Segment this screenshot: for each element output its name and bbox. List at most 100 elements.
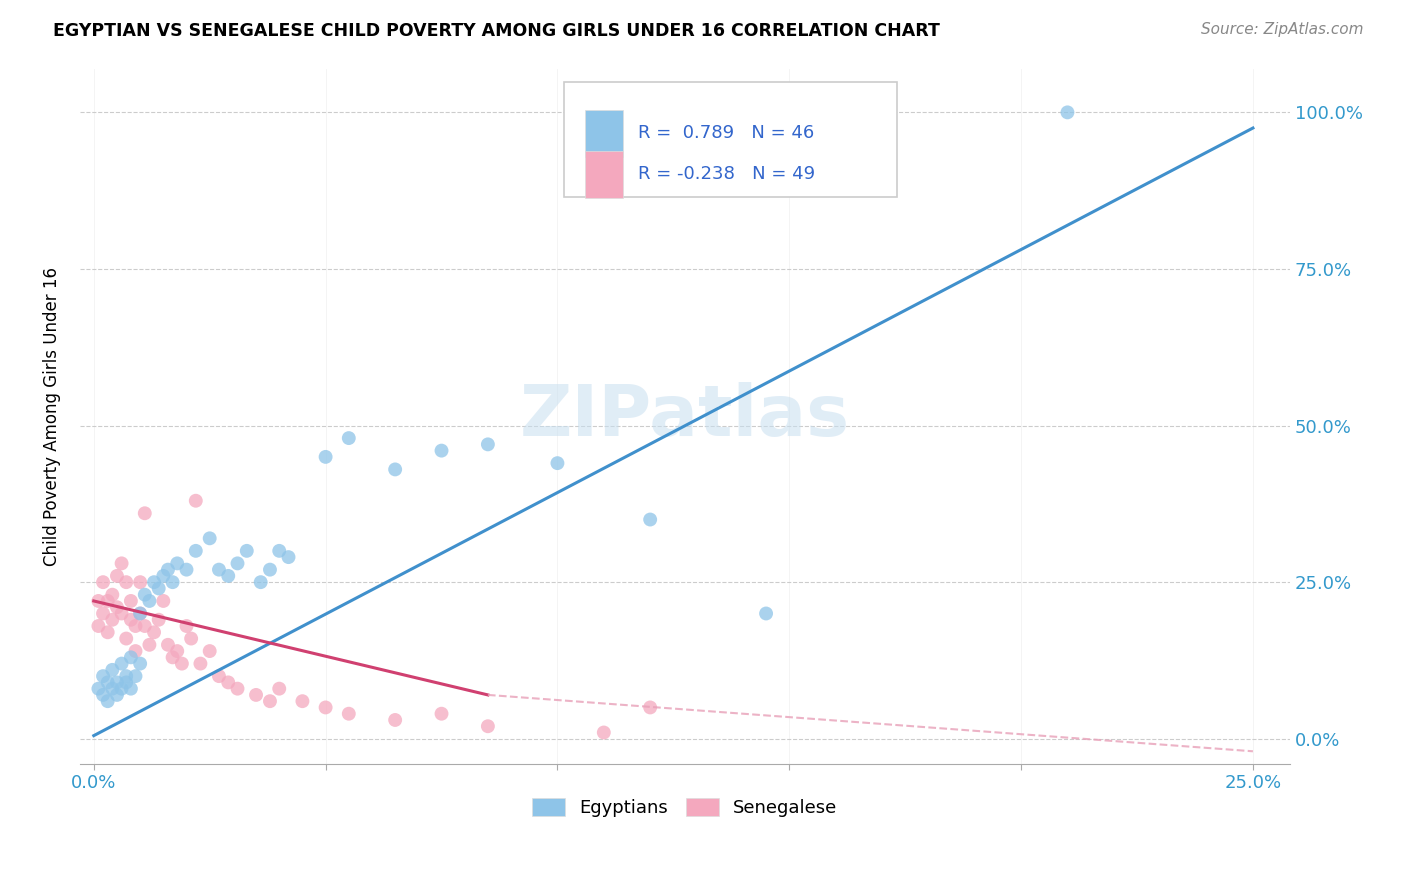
Point	[337, 431, 360, 445]
Point	[384, 462, 406, 476]
Point	[152, 569, 174, 583]
Point	[105, 569, 128, 583]
Point	[236, 544, 259, 558]
Point	[162, 650, 184, 665]
Point	[110, 657, 132, 671]
Point	[101, 588, 124, 602]
Point	[546, 456, 568, 470]
Point	[148, 613, 170, 627]
Point	[115, 632, 138, 646]
Point	[226, 681, 249, 696]
Point	[190, 657, 212, 671]
Point	[315, 700, 337, 714]
Point	[638, 700, 661, 714]
Point	[120, 681, 142, 696]
Point	[430, 443, 453, 458]
Point	[259, 563, 281, 577]
Text: EGYPTIAN VS SENEGALESE CHILD POVERTY AMONG GIRLS UNDER 16 CORRELATION CHART: EGYPTIAN VS SENEGALESE CHILD POVERTY AMO…	[53, 22, 941, 40]
Point	[166, 644, 188, 658]
Point	[124, 644, 146, 658]
Bar	[585, 151, 623, 198]
Point	[162, 575, 184, 590]
Point	[277, 550, 299, 565]
Point	[755, 607, 778, 621]
Point	[91, 575, 114, 590]
Point	[184, 544, 207, 558]
Point	[217, 569, 239, 583]
Point	[291, 694, 314, 708]
Point	[97, 675, 120, 690]
Point	[105, 675, 128, 690]
Y-axis label: Child Poverty Among Girls Under 16: Child Poverty Among Girls Under 16	[44, 267, 60, 566]
Point	[217, 675, 239, 690]
Point	[129, 657, 152, 671]
Point	[120, 613, 142, 627]
Point	[101, 613, 124, 627]
Point	[115, 575, 138, 590]
Point	[124, 669, 146, 683]
Point	[120, 594, 142, 608]
Point	[143, 575, 166, 590]
Point	[477, 719, 499, 733]
Text: R = -0.238   N = 49: R = -0.238 N = 49	[638, 165, 815, 183]
Point	[180, 632, 202, 646]
Point	[208, 669, 231, 683]
Point	[101, 681, 124, 696]
Point	[101, 663, 124, 677]
Point	[170, 657, 193, 671]
Point	[176, 563, 198, 577]
Point	[156, 638, 179, 652]
Point	[208, 563, 231, 577]
Bar	[585, 110, 623, 157]
Point	[198, 644, 221, 658]
Point	[105, 688, 128, 702]
Text: Source: ZipAtlas.com: Source: ZipAtlas.com	[1201, 22, 1364, 37]
Point	[156, 563, 179, 577]
Point	[138, 638, 160, 652]
Point	[97, 625, 120, 640]
Point	[143, 625, 166, 640]
Point	[97, 694, 120, 708]
Point	[129, 607, 152, 621]
Point	[176, 619, 198, 633]
Point	[91, 688, 114, 702]
Point	[129, 575, 152, 590]
Point	[134, 619, 156, 633]
Point	[198, 531, 221, 545]
Point	[124, 619, 146, 633]
Point	[184, 493, 207, 508]
Point	[315, 450, 337, 464]
Point	[430, 706, 453, 721]
FancyBboxPatch shape	[564, 82, 897, 197]
Point	[97, 594, 120, 608]
Text: ZIPatlas: ZIPatlas	[520, 382, 851, 450]
Point	[115, 669, 138, 683]
Point	[592, 725, 614, 739]
Point	[138, 594, 160, 608]
Point	[249, 575, 271, 590]
Point	[337, 706, 360, 721]
Point	[226, 557, 249, 571]
Point	[134, 506, 156, 520]
Point	[152, 594, 174, 608]
Point	[91, 669, 114, 683]
Point	[129, 607, 152, 621]
Point	[638, 512, 661, 526]
Text: R =  0.789   N = 46: R = 0.789 N = 46	[638, 124, 814, 143]
Point	[87, 594, 110, 608]
Point	[148, 582, 170, 596]
Point	[269, 544, 291, 558]
Point	[105, 600, 128, 615]
Point	[245, 688, 267, 702]
Point	[115, 675, 138, 690]
Legend: Egyptians, Senegalese: Egyptians, Senegalese	[526, 790, 845, 824]
Point	[120, 650, 142, 665]
Point	[166, 557, 188, 571]
Point	[477, 437, 499, 451]
Point	[87, 681, 110, 696]
Point	[87, 619, 110, 633]
Point	[110, 607, 132, 621]
Point	[91, 607, 114, 621]
Point	[134, 588, 156, 602]
Point	[110, 557, 132, 571]
